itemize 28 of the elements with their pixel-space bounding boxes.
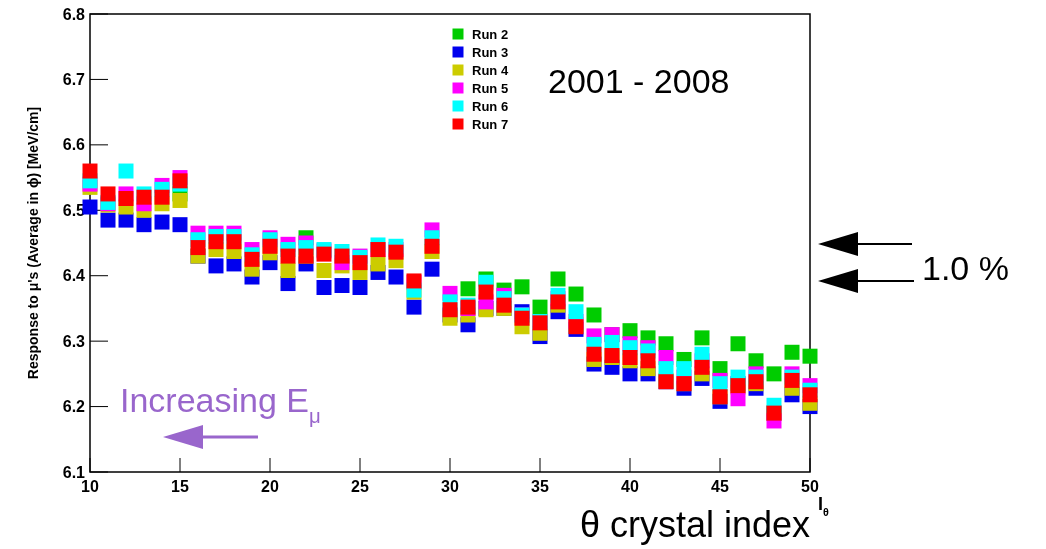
x-tick-label: 40 <box>621 478 639 495</box>
x-tick-label: 20 <box>261 478 279 495</box>
y-tick-label: 6.2 <box>62 398 86 416</box>
text: 1.0 % <box>922 249 1009 287</box>
y-tick-label: 6.3 <box>62 332 86 350</box>
y-tick-label: 6.1 <box>62 463 86 481</box>
x-tick-label: 15 <box>171 478 189 495</box>
y-tick-label: 6.6 <box>62 136 86 154</box>
legend-label: Run 4 <box>472 62 509 78</box>
x-tick-label: 35 <box>531 478 549 495</box>
x-axis-title: θ crystal index <box>579 504 810 545</box>
annotation: Increasing E$_{μ}$ <box>120 381 321 427</box>
legend-label: Run 5 <box>472 80 509 96</box>
annotation: 2001 - 2008 <box>548 62 730 100</box>
x-tick-label: 45 <box>711 478 729 495</box>
legend-label: Run 2 <box>472 26 509 42</box>
y-tick-label: 6.7 <box>62 70 86 88</box>
text: I$_{θ}$ <box>818 494 830 518</box>
x-tick-label: 30 <box>441 478 459 495</box>
y-tick-label: 6.4 <box>62 267 86 285</box>
legend-label: Run 7 <box>472 116 509 132</box>
y-axis-title: Response to μ's (Average in ϕ) [MeV/cm] <box>25 106 41 380</box>
x-tick-label: 10 <box>81 478 99 495</box>
x-tick-label: 25 <box>351 478 369 495</box>
y-tick-label: 6.8 <box>62 5 86 23</box>
x-tick-label: 50 <box>801 478 819 495</box>
legend-label: Run 6 <box>472 98 509 114</box>
legend-label: Run 3 <box>472 44 509 60</box>
